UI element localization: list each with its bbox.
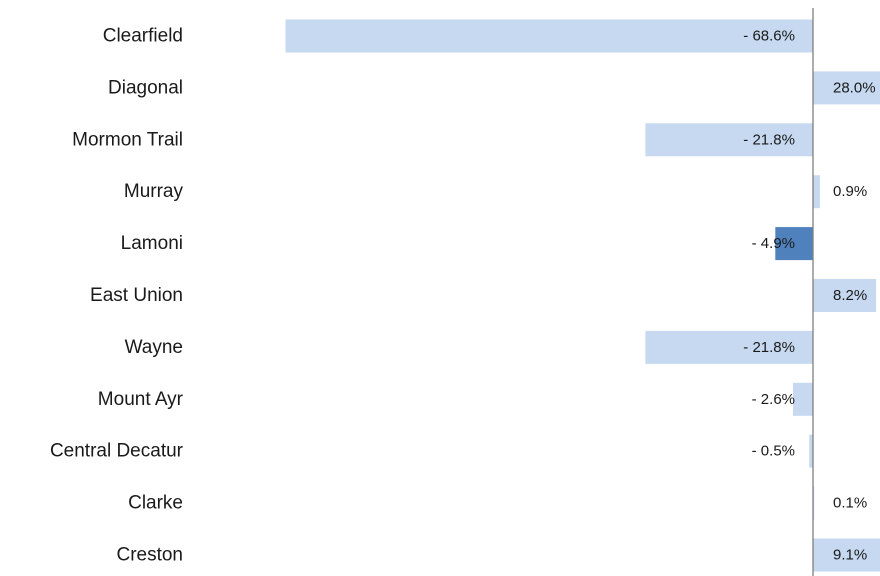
category-label-clarke: Clarke bbox=[128, 493, 183, 514]
value-label-diagonal: 28.0% bbox=[833, 79, 876, 96]
category-label-creston: Creston bbox=[116, 545, 183, 566]
value-label-clearfield: - 68.6% bbox=[743, 28, 795, 45]
category-label-mormon-trail: Mormon Trail bbox=[72, 129, 183, 150]
bar-mount-ayr bbox=[793, 382, 813, 416]
category-label-lamoni: Lamoni bbox=[121, 233, 183, 254]
value-label-central-decatur: - 0.5% bbox=[752, 443, 795, 460]
value-label-clarke: 0.1% bbox=[833, 495, 867, 512]
value-label-wayne: - 21.8% bbox=[743, 339, 795, 356]
bars-group bbox=[285, 19, 880, 572]
category-label-clearfield: Clearfield bbox=[103, 26, 183, 47]
bar-mormon-trail bbox=[645, 123, 813, 157]
category-label-east-union: East Union bbox=[90, 285, 183, 306]
value-label-creston: 9.1% bbox=[833, 547, 867, 564]
bar-creston bbox=[813, 538, 880, 572]
category-label-diagonal: Diagonal bbox=[108, 77, 183, 98]
value-label-mount-ayr: - 2.6% bbox=[752, 391, 795, 408]
category-label-murray: Murray bbox=[124, 181, 184, 202]
category-label-mount-ayr: Mount Ayr bbox=[98, 389, 184, 410]
bar-diagonal bbox=[813, 71, 880, 105]
bar-wayne bbox=[645, 330, 813, 364]
bar-lamoni bbox=[775, 227, 813, 261]
value-label-murray: 0.9% bbox=[833, 183, 867, 200]
bar-east-union bbox=[813, 279, 877, 312]
value-labels-group: - 68.6% 28.0% - 21.8% 0.9% - 4.9% 8.2% - 21.8%… bbox=[743, 28, 875, 564]
category-labels-group: Clearfield Diagonal Mormon Trail Murray Lamo… bbox=[50, 26, 184, 566]
category-label-central-decatur: Central Decatur bbox=[50, 441, 184, 462]
bar-murray bbox=[813, 175, 820, 209]
value-label-east-union: 8.2% bbox=[833, 287, 867, 304]
category-label-wayne: Wayne bbox=[125, 337, 183, 358]
bar-central-decatur bbox=[809, 434, 813, 468]
value-label-mormon-trail: - 21.8% bbox=[743, 131, 795, 148]
bar-clearfield bbox=[285, 19, 813, 53]
value-label-lamoni: - 4.9% bbox=[752, 235, 795, 252]
